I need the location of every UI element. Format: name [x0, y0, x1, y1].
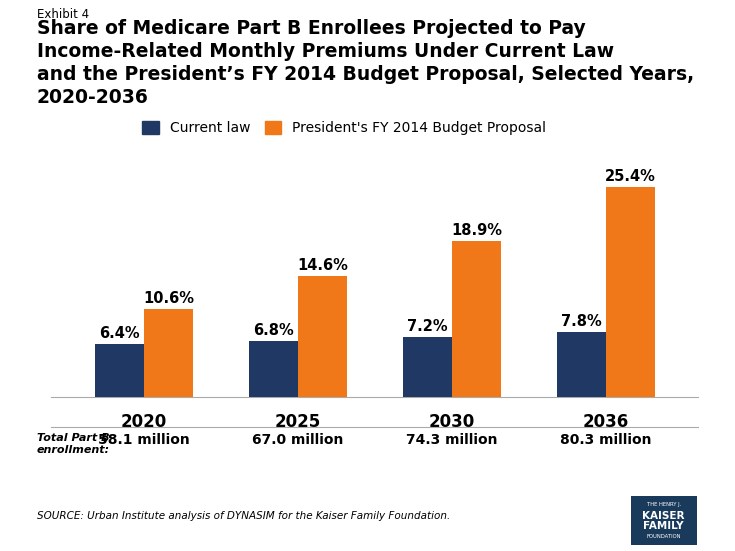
Bar: [452, 241, 501, 397]
Legend: Current law, President's FY 2014 Budget Proposal: Current law, President's FY 2014 Budget …: [143, 121, 546, 136]
Text: FAMILY: FAMILY: [643, 521, 684, 531]
Text: 7.2%: 7.2%: [407, 320, 448, 334]
Text: Total Part B
enrollment:: Total Part B enrollment:: [37, 433, 110, 455]
Text: 67.0 million: 67.0 million: [252, 433, 343, 446]
Text: THE HENRY J.: THE HENRY J.: [647, 503, 681, 507]
Text: KAISER: KAISER: [642, 511, 685, 521]
Text: 58.1 million: 58.1 million: [98, 433, 190, 446]
Text: 7.8%: 7.8%: [561, 315, 601, 329]
Text: SOURCE: Urban Institute analysis of DYNASIM for the Kaiser Family Foundation.: SOURCE: Urban Institute analysis of DYNA…: [37, 511, 450, 521]
Bar: [606, 187, 655, 397]
Text: 74.3 million: 74.3 million: [406, 433, 498, 446]
Bar: [95, 344, 144, 397]
Text: 18.9%: 18.9%: [451, 223, 502, 237]
Text: 14.6%: 14.6%: [297, 258, 348, 273]
Text: 6.8%: 6.8%: [253, 323, 293, 338]
Text: 25.4%: 25.4%: [605, 169, 656, 184]
Text: Exhibit 4: Exhibit 4: [37, 8, 89, 21]
Text: Share of Medicare Part B Enrollees Projected to Pay
Income-Related Monthly Premi: Share of Medicare Part B Enrollees Proje…: [37, 19, 694, 106]
Bar: [144, 309, 193, 397]
Bar: [556, 332, 606, 397]
Text: FOUNDATION: FOUNDATION: [647, 534, 681, 539]
Text: 80.3 million: 80.3 million: [560, 433, 652, 446]
Bar: [298, 276, 347, 397]
Text: 10.6%: 10.6%: [143, 291, 194, 306]
Bar: [248, 341, 298, 397]
Bar: [403, 337, 452, 397]
Text: 6.4%: 6.4%: [99, 326, 140, 341]
